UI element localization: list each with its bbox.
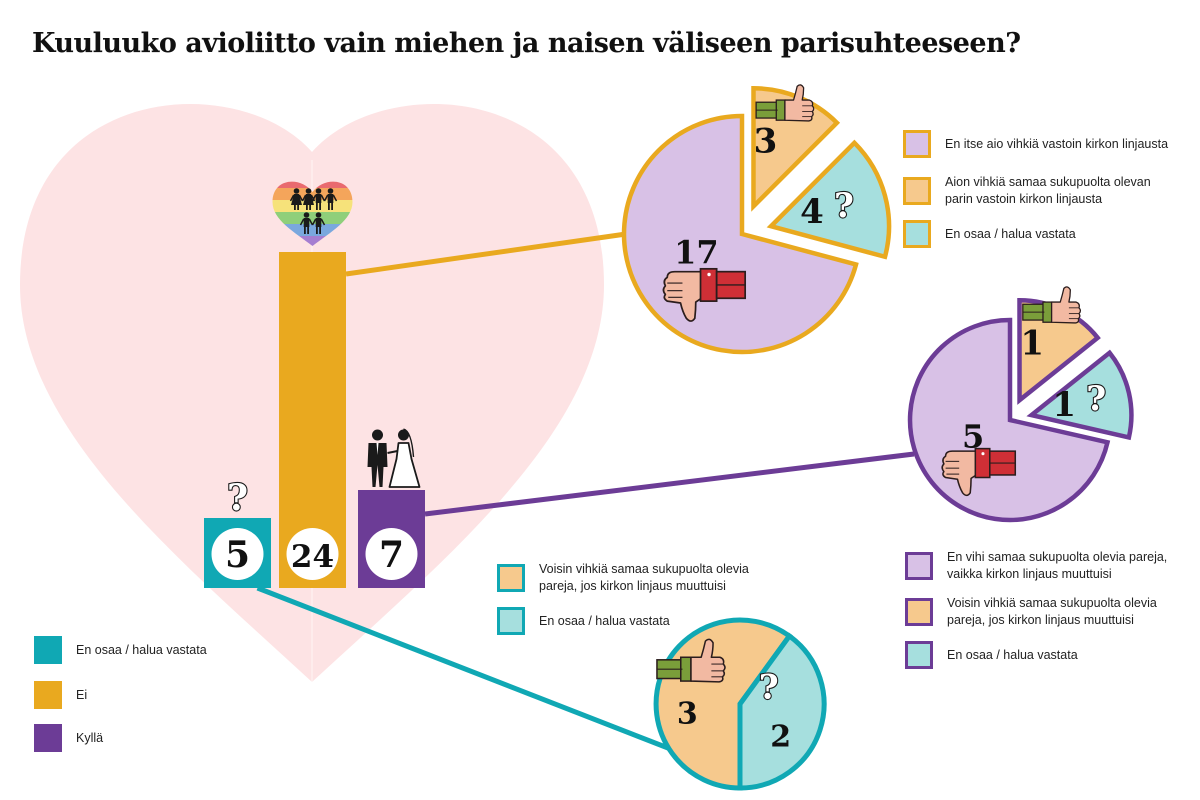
connector-lines [256, 231, 915, 751]
pie-slice [737, 632, 827, 791]
thumbs-up-icon [656, 638, 726, 683]
legend-item: En osaa / halua vastata [903, 220, 1200, 248]
thumbs-up-icon [1022, 286, 1082, 324]
page-title: Kuuluuko avioliitto vain miehen ja naise… [32, 28, 1021, 59]
bar-value-label: 24 [291, 539, 334, 575]
legend-label: En osaa / halua vastata [76, 642, 207, 657]
pie-slice [1026, 349, 1134, 441]
legend-label: Voisin vihkiä samaa sukupuolta olevia pa… [947, 596, 1157, 627]
legend-swatch [905, 598, 933, 626]
legend-label: En osaa / halua vastata [945, 226, 1076, 241]
bar-value-label: 5 [225, 534, 250, 576]
bride-groom-icon [367, 428, 421, 488]
question-icon: ? [759, 668, 779, 708]
thumbs-down-icon [662, 267, 747, 322]
pie-ei: 17 34? [621, 84, 892, 355]
pie-slice-label: 4 [800, 192, 824, 232]
legend-label: En osaa / halua vastata [947, 647, 1078, 662]
man-figure-icon [311, 212, 326, 234]
pie-kylla: 5 11? [907, 286, 1134, 523]
legend-label: Kyllä [76, 730, 104, 745]
legend-label: En itse aio vihkiä vastoin kirkon linjau… [945, 136, 1169, 151]
man-figure-icon [311, 188, 326, 210]
legend-swatch [34, 724, 62, 752]
legend-item: En osaa / halua vastata [497, 607, 817, 635]
legend-item: Voisin vihkiä samaa sukupuolta olevia pa… [497, 561, 817, 595]
bar-value-badge [286, 528, 339, 580]
woman-figure-icon [301, 188, 316, 210]
legend-swatch [497, 607, 525, 635]
pie-slice-label: 5 [962, 418, 984, 456]
legend-swatch [905, 641, 933, 669]
connector-line [345, 231, 627, 277]
pie-eos: 3? 2 [653, 617, 827, 791]
legend-item: En osaa / halua vastata [34, 636, 354, 664]
connector-line [256, 585, 669, 751]
legend-swatch [34, 681, 62, 709]
connector-line [424, 451, 915, 517]
legend-item: En osaa / halua vastata [905, 641, 1200, 669]
legend-swatch [903, 177, 931, 205]
legend-swatch [903, 220, 931, 248]
man-figure-icon [323, 188, 338, 210]
question-icon: ? [227, 477, 248, 519]
legend-item: Ei [34, 681, 354, 709]
legend-item: Voisin vihkiä samaa sukupuolta olevia pa… [905, 595, 1200, 629]
bar-value-label: 7 [379, 534, 404, 576]
question-icon: ? [834, 186, 854, 226]
legend-label: Ei [76, 687, 88, 702]
legend-swatch [905, 552, 933, 580]
pie-slice-label: 2 [770, 720, 791, 755]
question-icon: ? [1086, 379, 1106, 419]
pie-slice-label: 3 [677, 696, 698, 731]
legend-label: Aion vihkiä samaa sukupuolta olevan pari… [945, 175, 1151, 206]
legend-swatch [903, 130, 931, 158]
thumbs-up-icon [755, 84, 815, 122]
woman-figure-icon [289, 188, 304, 210]
man-figure-icon [299, 212, 314, 234]
thumbs-down-icon [941, 447, 1017, 497]
bar-value-badge [365, 528, 418, 580]
legend-label: Voisin vihkiä samaa sukupuolta olevia pa… [539, 562, 749, 593]
legend-item: En itse aio vihkiä vastoin kirkon linjau… [903, 130, 1200, 158]
legend-swatch [34, 636, 62, 664]
pie-slice-label: 3 [754, 122, 778, 162]
pie-slice [766, 139, 892, 260]
pie-slice-label: 1 [1052, 385, 1076, 425]
legend-label: En osaa / halua vastata [539, 613, 670, 628]
bar-value-badge [211, 528, 264, 580]
legend-swatch [497, 564, 525, 592]
pie-slice-label: 17 [674, 234, 719, 272]
legend-item: En vihi samaa sukupuolta olevia pareja, … [905, 549, 1200, 583]
legend-item: Kyllä [34, 724, 354, 752]
legend-item: Aion vihkiä samaa sukupuolta olevan pari… [903, 174, 1200, 208]
legend-label: En vihi samaa sukupuolta olevia pareja, … [947, 550, 1168, 581]
pie-slice-label: 1 [1020, 324, 1044, 364]
